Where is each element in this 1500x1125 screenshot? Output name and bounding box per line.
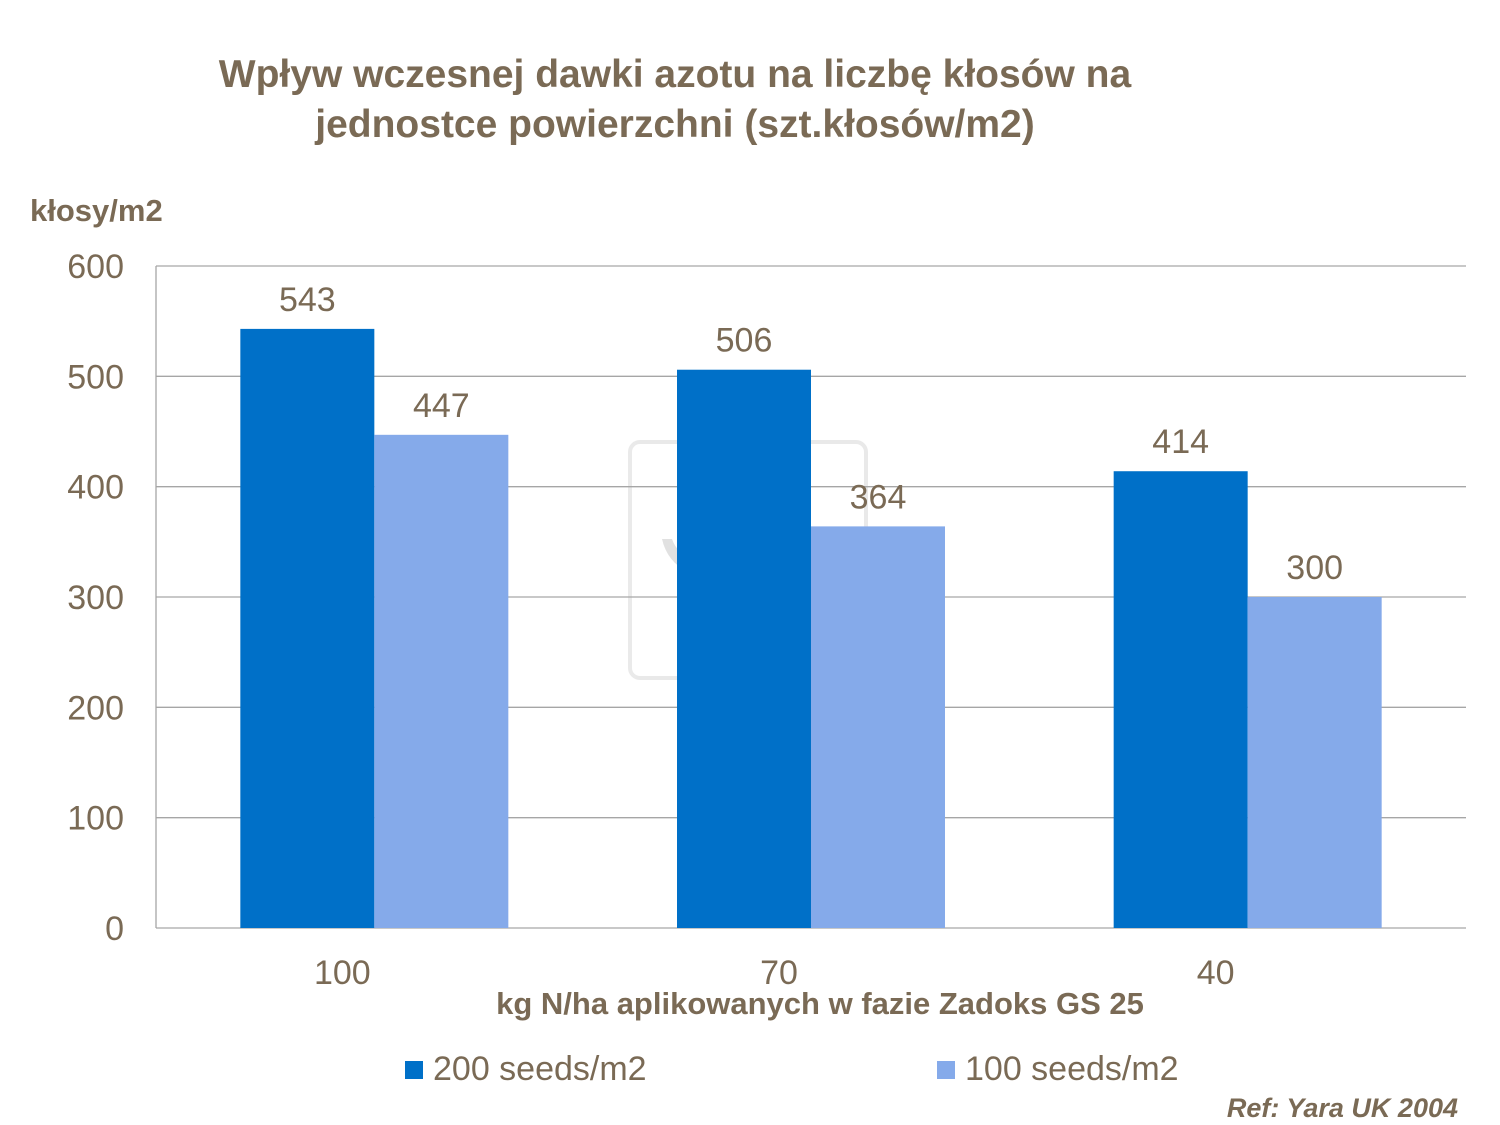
data-label: 300 <box>1286 549 1343 587</box>
data-label: 543 <box>279 281 336 319</box>
y-tick-label: 100 <box>67 800 124 838</box>
x-tick-label: 70 <box>760 954 798 992</box>
bar <box>1247 597 1382 928</box>
chart-title-line-1: Wpływ wczesnej dawki azotu na liczbę kło… <box>218 53 1132 96</box>
legend-label-200-seeds: 200 seeds/m2 <box>433 1050 647 1088</box>
y-tick-label: 600 <box>67 248 124 286</box>
bar <box>240 328 375 928</box>
legend-swatch-200-seeds <box>405 1060 423 1079</box>
bar <box>677 369 811 928</box>
y-tick-label: 200 <box>67 689 124 727</box>
data-label: 447 <box>413 387 470 425</box>
x-axis-label: kg N/ha aplikowanych w fazie Zadoks GS 2… <box>496 986 1144 1021</box>
legend-label-100-seeds: 100 seeds/m2 <box>965 1050 1179 1088</box>
bar <box>374 434 509 928</box>
y-axis-label: kłosy/m2 <box>30 193 163 228</box>
legend-item-100-seeds: 100 seeds/m2 <box>937 1050 1179 1089</box>
y-tick-label: 500 <box>67 358 124 396</box>
x-tick-label: 40 <box>1197 954 1235 992</box>
y-tick-label: 400 <box>67 469 124 507</box>
legend-item-200-seeds: 200 seeds/m2 <box>405 1050 647 1089</box>
y-tick-label: 0 <box>105 910 124 948</box>
data-label: 364 <box>850 478 907 516</box>
chart-legend: 200 seeds/m2 100 seeds/m2 <box>0 1050 1500 1090</box>
bar <box>1113 471 1248 928</box>
data-label: 414 <box>1152 423 1209 461</box>
bar <box>811 526 945 928</box>
chart-title: Wpływ wczesnej dawki azotu na liczbę kło… <box>0 50 1350 150</box>
x-tick-label: 100 <box>314 954 371 992</box>
chart-title-line-2: jednostce powierzchni (szt.kłosów/m2) <box>315 103 1035 146</box>
data-label: 506 <box>716 322 773 360</box>
source-reference: Ref: Yara UK 2004 <box>1226 1093 1458 1123</box>
legend-swatch-100-seeds <box>937 1060 955 1079</box>
y-tick-label: 300 <box>67 579 124 617</box>
